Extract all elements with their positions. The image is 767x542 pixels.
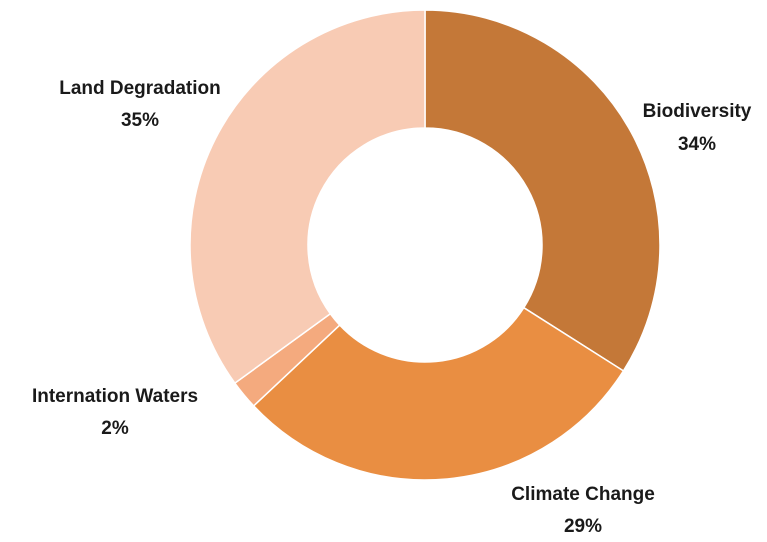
slice-percent-climate-change: 29%: [564, 516, 602, 537]
slice-label-climate-change: Climate Change: [511, 484, 655, 505]
slice-climate-change: [252, 306, 625, 481]
slice-label-internation-waters: Internation Waters: [32, 386, 198, 407]
slice-percent-internation-waters: 2%: [101, 418, 129, 439]
slice-percent-biodiversity: 34%: [678, 134, 716, 155]
slice-label-land-degradation: Land Degradation: [59, 78, 221, 99]
slice-label-biodiversity: Biodiversity: [643, 101, 752, 122]
slice-biodiversity: [424, 9, 661, 372]
slices-layer: [189, 9, 661, 481]
labels-layer: Biodiversity 34% Climate Change 29% Internat…: [32, 78, 752, 537]
slice-land-degradation: [189, 9, 426, 385]
slice-percent-land-degradation: 35%: [121, 110, 159, 131]
